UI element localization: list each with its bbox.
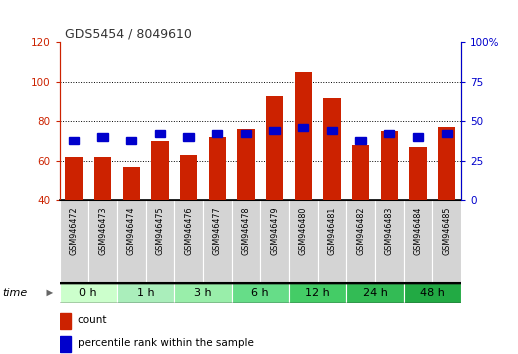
Text: GSM946473: GSM946473 (98, 207, 107, 255)
Bar (155, 130, 165, 137)
Bar (352, 145, 369, 200)
Bar (404, 200, 433, 283)
Text: GSM946480: GSM946480 (299, 207, 308, 255)
Text: GSM946481: GSM946481 (327, 207, 337, 255)
Bar (289, 283, 347, 303)
Bar (212, 130, 222, 137)
Bar (232, 200, 260, 283)
Text: 6 h: 6 h (251, 288, 269, 298)
Text: GSM946472: GSM946472 (69, 207, 78, 255)
Text: 1 h: 1 h (137, 288, 154, 298)
Bar (60, 200, 88, 283)
Bar (209, 137, 226, 200)
Bar (269, 127, 280, 134)
Bar (97, 133, 108, 141)
Bar (151, 141, 168, 200)
Bar (381, 131, 398, 200)
Bar (180, 155, 197, 200)
Bar (60, 283, 117, 303)
Bar (441, 130, 452, 137)
Text: GSM946477: GSM946477 (213, 207, 222, 255)
Text: GSM946482: GSM946482 (356, 207, 365, 255)
Text: count: count (78, 315, 107, 325)
Text: 24 h: 24 h (363, 288, 387, 298)
Bar (289, 200, 318, 283)
Text: GDS5454 / 8049610: GDS5454 / 8049610 (65, 28, 192, 41)
Text: GSM946479: GSM946479 (270, 207, 279, 255)
Bar (404, 283, 461, 303)
Bar (232, 283, 289, 303)
Bar (126, 137, 136, 144)
Bar (438, 127, 455, 200)
Bar (375, 200, 404, 283)
Text: GSM946485: GSM946485 (442, 207, 451, 255)
Text: GSM946478: GSM946478 (241, 207, 251, 255)
Bar (69, 137, 79, 144)
Bar (241, 130, 251, 137)
Bar (266, 96, 283, 200)
Text: GSM946483: GSM946483 (385, 207, 394, 255)
Bar (318, 200, 347, 283)
Bar (409, 147, 427, 200)
Bar (183, 133, 194, 141)
Bar (94, 157, 111, 200)
Bar (123, 166, 140, 200)
Text: time: time (3, 288, 28, 298)
Text: 48 h: 48 h (420, 288, 445, 298)
Bar (174, 200, 203, 283)
Text: 0 h: 0 h (79, 288, 97, 298)
Text: percentile rank within the sample: percentile rank within the sample (78, 338, 253, 348)
Bar (355, 137, 366, 144)
Bar (413, 133, 423, 141)
Bar (295, 72, 312, 200)
Bar (347, 200, 375, 283)
Bar (117, 200, 146, 283)
Bar (203, 200, 232, 283)
Bar (60, 336, 71, 352)
Bar (384, 130, 395, 137)
Bar (65, 157, 82, 200)
Bar (174, 283, 232, 303)
Bar (146, 200, 174, 283)
Bar (117, 283, 174, 303)
Text: GSM946476: GSM946476 (184, 207, 193, 255)
Bar (237, 129, 254, 200)
Bar (347, 283, 404, 303)
Bar (298, 124, 308, 131)
Text: 12 h: 12 h (305, 288, 330, 298)
Bar (60, 313, 71, 329)
Bar (323, 98, 341, 200)
Text: GSM946475: GSM946475 (155, 207, 164, 255)
Text: GSM946484: GSM946484 (413, 207, 423, 255)
Bar (260, 200, 289, 283)
Bar (433, 200, 461, 283)
Bar (327, 127, 337, 134)
Bar (88, 200, 117, 283)
Text: 3 h: 3 h (194, 288, 212, 298)
Text: GSM946474: GSM946474 (127, 207, 136, 255)
